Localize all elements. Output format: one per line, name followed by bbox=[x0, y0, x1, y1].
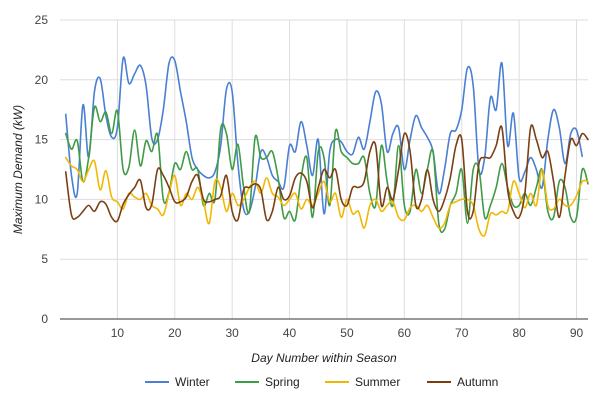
series-line-winter bbox=[64, 56, 584, 216]
legend-label-s-autumn: Autumn bbox=[457, 375, 498, 389]
y-tick-label: 10 bbox=[35, 192, 49, 206]
series-lines bbox=[64, 56, 589, 237]
grid bbox=[60, 19, 588, 319]
y-tick-label: 5 bbox=[41, 252, 48, 266]
x-tick-label: 70 bbox=[455, 326, 469, 340]
series-line-autumn bbox=[64, 124, 589, 223]
legend-label-s-winter: Winter bbox=[175, 375, 210, 389]
y-tick-label: 15 bbox=[35, 133, 49, 147]
y-tick-label: 0 bbox=[41, 312, 48, 326]
series-line-spring bbox=[64, 105, 589, 234]
x-axis-title: Day Number within Season bbox=[251, 351, 397, 365]
x-axis-ticks: 10 20 30 40 50 60 70 80 90 bbox=[111, 326, 584, 340]
x-tick-label: 80 bbox=[512, 326, 526, 340]
x-tick-label: 30 bbox=[225, 326, 239, 340]
legend-label-s-summer: Summer bbox=[355, 375, 400, 389]
x-tick-label: 60 bbox=[398, 326, 412, 340]
y-tick-label: 20 bbox=[35, 73, 49, 87]
series-line-summer bbox=[64, 156, 589, 237]
x-tick-label: 90 bbox=[570, 326, 584, 340]
x-tick-label: 10 bbox=[111, 326, 125, 340]
y-axis-title: Maximum Demand (kW) bbox=[11, 105, 25, 234]
y-tick-label: 25 bbox=[35, 13, 49, 27]
x-tick-label: 50 bbox=[340, 326, 354, 340]
legend: Winter Spring Summer Autumn bbox=[145, 375, 498, 389]
x-tick-label: 40 bbox=[283, 326, 297, 340]
x-tick-label: 20 bbox=[168, 326, 182, 340]
y-axis-ticks: 0 5 10 15 20 25 bbox=[35, 13, 49, 326]
legend-label-s-spring: Spring bbox=[265, 375, 300, 389]
